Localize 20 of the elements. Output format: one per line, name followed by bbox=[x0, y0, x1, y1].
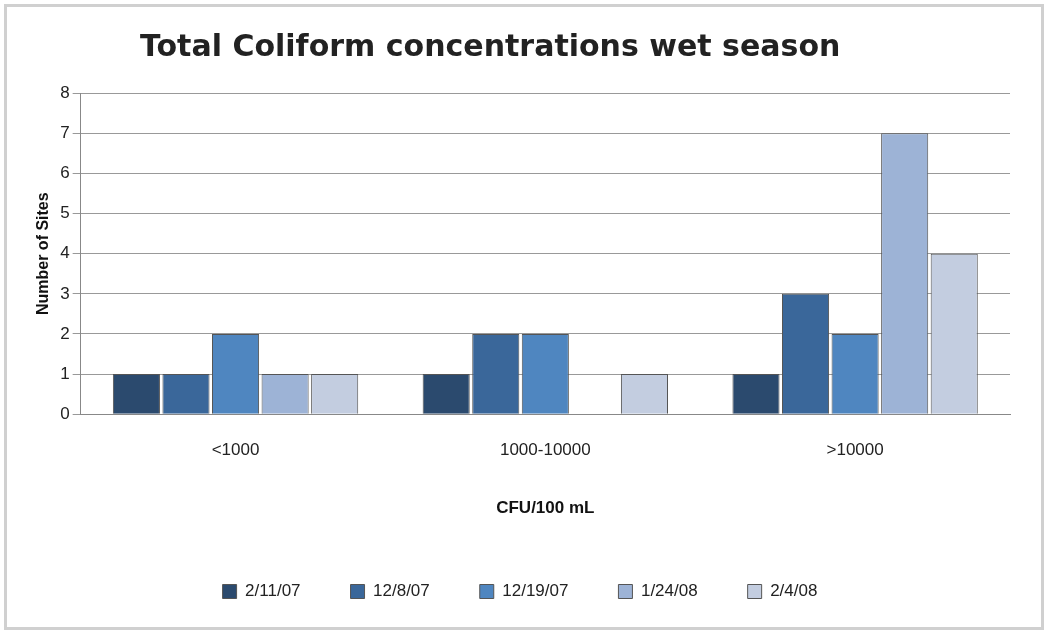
y-tick-label: 1 bbox=[60, 363, 70, 383]
legend-label: 2/11/07 bbox=[245, 581, 301, 601]
legend-label: 1/24/08 bbox=[640, 581, 698, 601]
chart-title: Total Coliform concentrations wet season bbox=[140, 28, 841, 63]
y-axis-title: Number of Sites bbox=[34, 192, 52, 316]
legend-label: 12/8/07 bbox=[373, 581, 430, 601]
x-tick-label: <1000 bbox=[211, 440, 260, 460]
legend-label: 12/19/07 bbox=[502, 581, 569, 601]
y-tick-label: 4 bbox=[60, 243, 70, 263]
y-tick-label: 3 bbox=[60, 283, 70, 303]
y-tick-label: 7 bbox=[60, 123, 70, 143]
y-tick-label: 0 bbox=[60, 403, 70, 423]
y-tick-label: 2 bbox=[60, 323, 70, 343]
x-tick-label: 1000-10000 bbox=[499, 440, 591, 460]
x-tick-label: >10000 bbox=[826, 440, 884, 460]
y-tick-label: 6 bbox=[60, 163, 70, 183]
legend-label: 2/4/08 bbox=[770, 581, 818, 601]
x-axis-title: CFU/100 mL bbox=[496, 498, 595, 518]
y-tick-label: 8 bbox=[60, 82, 70, 102]
y-tick-label: 5 bbox=[60, 203, 70, 223]
